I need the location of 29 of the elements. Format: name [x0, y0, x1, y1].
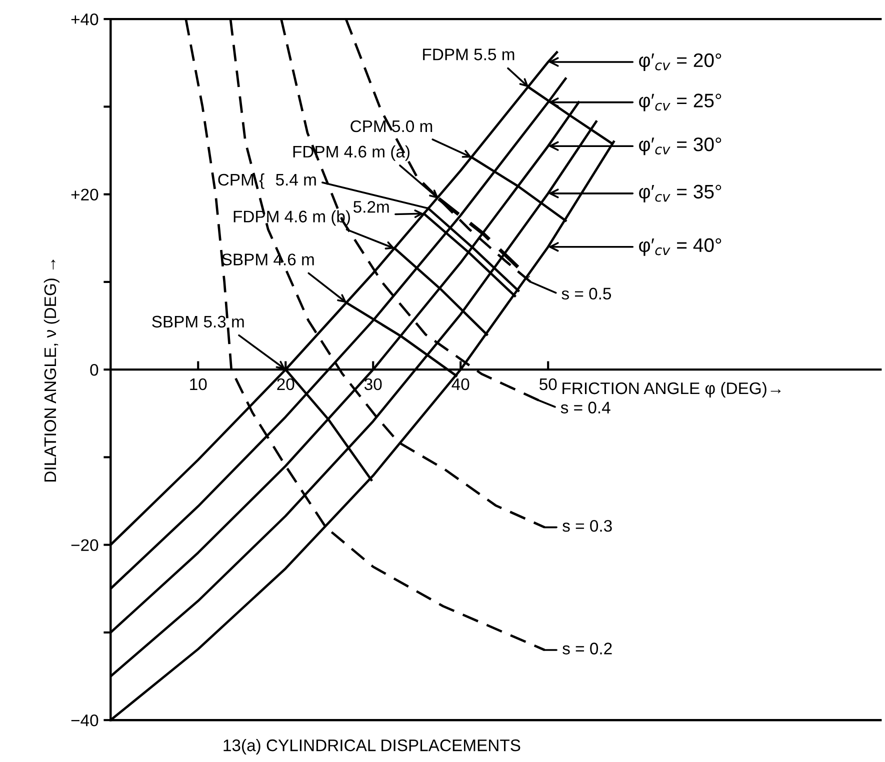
- annotation: s = 0.5: [562, 288, 612, 300]
- annotation: FDPM 4.6 m (b): [234, 210, 350, 226]
- annotation: 5.4 m: [276, 174, 316, 186]
- x-axis-title: FRICTION ANGLE φ (DEG)→: [562, 382, 781, 398]
- annotation: s = 0.3: [562, 520, 612, 532]
- annotation: 5.2m: [354, 201, 389, 213]
- y-tick-label: +20: [71, 188, 98, 201]
- legend-label: φ′$_{cv}$ = 25°: [639, 94, 722, 112]
- text: 13(a) CYLINDRICAL DISPLACEMENTS: [224, 738, 520, 755]
- x-tick-label: 40: [452, 378, 470, 390]
- y-tick-label: −20: [71, 539, 98, 552]
- x-tick-label: 20: [277, 378, 294, 390]
- legend-label: φ′$_{cv}$ = 30°: [639, 137, 722, 156]
- y-axis-title: DILATION ANGLE, ν (DEG) →: [44, 260, 60, 482]
- annotation: CPM 5.0 m: [350, 120, 432, 132]
- y-tick-label: +40: [71, 13, 98, 26]
- legend-label: φ′$_{cv}$ = 20°: [639, 53, 722, 71]
- annotation: SBPM 5.3 m: [152, 316, 244, 328]
- annotation: CPM {: [218, 173, 264, 189]
- y-tick-label: 0: [90, 364, 98, 376]
- y-tick-label: −40: [71, 714, 98, 726]
- annotation: s = 0.4: [560, 402, 610, 414]
- x-tick-label: 30: [364, 378, 382, 390]
- annotation: s = 0.2: [562, 642, 612, 654]
- x-tick-label: 10: [190, 378, 207, 390]
- legend-label: φ′$_{cv}$ = 40°: [639, 238, 722, 256]
- annotation: FDPM 5.5 m: [423, 48, 514, 60]
- x-tick-label: 50: [539, 378, 557, 390]
- legend-label: φ′$_{cv}$ = 35°: [639, 184, 722, 202]
